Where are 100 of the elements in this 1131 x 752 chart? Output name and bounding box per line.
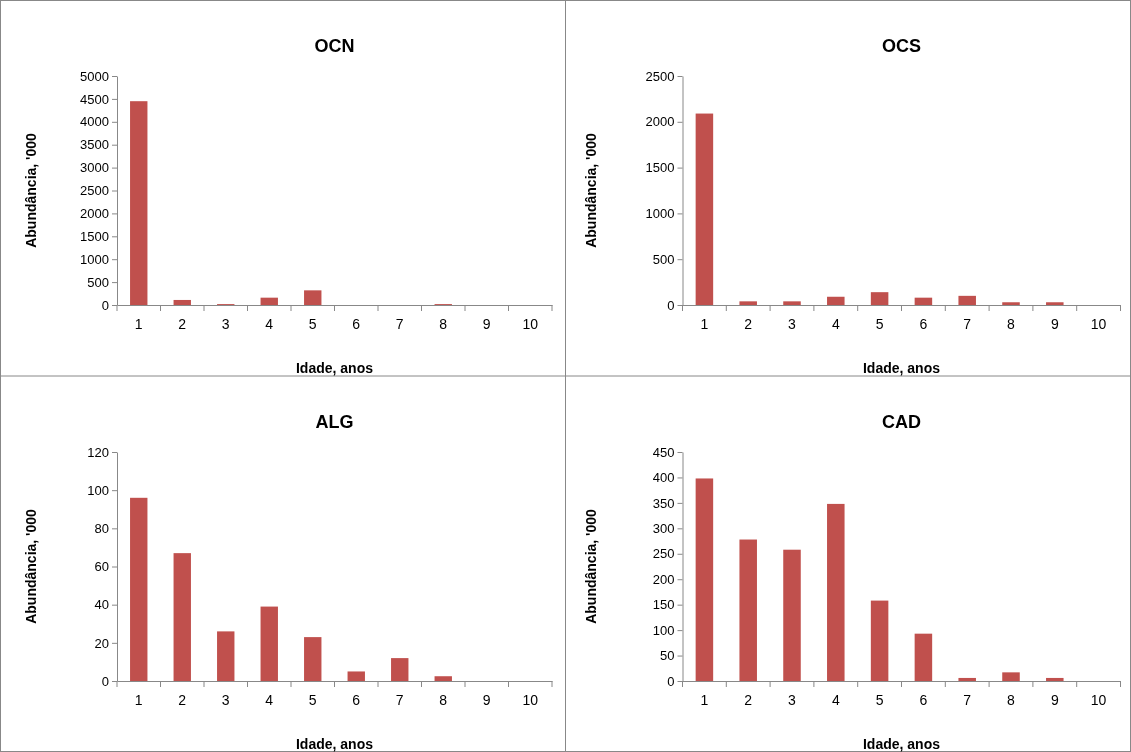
x-tick-label: 4 xyxy=(831,692,840,708)
y-tick-label: 0 xyxy=(101,297,109,313)
x-tick-label: 4 xyxy=(265,316,274,332)
bar xyxy=(914,633,933,681)
chart-title: ALG xyxy=(315,412,354,432)
x-tick-label: 9 xyxy=(482,692,491,708)
y-tick-label: 1000 xyxy=(80,251,109,267)
x-tick-label: 8 xyxy=(439,692,448,708)
chart-title: OCS xyxy=(881,36,922,56)
bar xyxy=(1046,677,1064,681)
x-tick-label: 8 xyxy=(1007,316,1016,332)
x-tick-label: 2 xyxy=(178,316,187,332)
x-tick-label: 1 xyxy=(134,316,143,332)
x-tick-label: 8 xyxy=(1007,692,1016,708)
x-tick-label: 4 xyxy=(831,316,840,332)
y-tick-label: 120 xyxy=(87,444,109,460)
bar xyxy=(1046,302,1064,305)
x-tick-label: 1 xyxy=(700,316,709,332)
y-tick-label: 200 xyxy=(652,571,675,587)
x-tick-label: 6 xyxy=(352,316,361,332)
y-tick-label: 1000 xyxy=(645,206,675,222)
bar xyxy=(173,553,191,681)
bar xyxy=(783,301,801,305)
y-tick-label: 5000 xyxy=(80,68,109,84)
y-tick-label: 2000 xyxy=(645,114,675,130)
bar xyxy=(958,677,976,681)
x-tick-label: 2 xyxy=(744,692,753,708)
x-tick-label: 5 xyxy=(308,316,317,332)
y-tick-label: 2500 xyxy=(80,183,109,199)
y-tick-label: 450 xyxy=(652,444,675,460)
y-axis-title: Abundância, '000 xyxy=(582,509,599,624)
y-tick-label: 500 xyxy=(652,251,675,267)
x-tick-label: 10 xyxy=(522,692,539,708)
x-axis-title: Idade, anos xyxy=(862,360,941,376)
y-tick-label: 0 xyxy=(667,673,675,689)
y-tick-label: 350 xyxy=(652,495,675,511)
x-tick-label: 3 xyxy=(788,692,797,708)
y-tick-label: 20 xyxy=(94,635,109,651)
y-tick-label: 4000 xyxy=(80,114,109,130)
y-tick-label: 100 xyxy=(652,622,675,638)
x-tick-label: 5 xyxy=(308,692,317,708)
bar xyxy=(391,658,409,681)
y-tick-label: 250 xyxy=(652,546,675,562)
x-tick-label: 10 xyxy=(1090,692,1107,708)
x-tick-label: 2 xyxy=(178,692,187,708)
x-tick-label: 3 xyxy=(221,692,230,708)
y-tick-label: 0 xyxy=(101,673,109,689)
bar xyxy=(1002,672,1020,681)
x-axis-title: Idade, anos xyxy=(295,360,374,376)
x-tick-label: 4 xyxy=(265,692,274,708)
bar xyxy=(1002,302,1020,305)
x-tick-label: 9 xyxy=(1050,316,1059,332)
x-tick-label: 7 xyxy=(963,692,972,708)
y-tick-label: 40 xyxy=(94,597,109,613)
x-tick-label: 9 xyxy=(482,316,491,332)
bar xyxy=(870,292,889,305)
bar xyxy=(173,299,191,305)
y-tick-label: 80 xyxy=(94,520,109,536)
y-tick-label: 1500 xyxy=(645,160,675,176)
chart-title: OCN xyxy=(314,36,355,56)
y-axis-title: Abundância, '000 xyxy=(23,509,39,624)
y-tick-label: 3500 xyxy=(80,137,109,153)
bar xyxy=(695,113,714,305)
x-tick-label: 8 xyxy=(439,316,448,332)
y-tick-label: 4500 xyxy=(80,91,109,107)
x-tick-label: 3 xyxy=(788,316,797,332)
y-axis-title: Abundância, '000 xyxy=(582,133,599,248)
x-tick-label: 7 xyxy=(963,316,972,332)
y-tick-label: 0 xyxy=(667,297,675,313)
y-tick-label: 100 xyxy=(87,482,109,498)
bar xyxy=(739,301,757,305)
y-tick-label: 3000 xyxy=(80,160,109,176)
x-tick-label: 6 xyxy=(919,692,928,708)
bar xyxy=(304,637,322,681)
bar xyxy=(130,497,148,681)
x-tick-label: 7 xyxy=(395,316,404,332)
x-tick-label: 2 xyxy=(744,316,753,332)
y-tick-label: 2500 xyxy=(645,68,675,84)
bar xyxy=(304,290,322,305)
x-axis-title: Idade, anos xyxy=(295,736,374,752)
y-tick-label: 300 xyxy=(652,520,675,536)
x-tick-label: 10 xyxy=(1090,316,1107,332)
bar xyxy=(217,631,235,681)
y-tick-label: 500 xyxy=(87,274,109,290)
bar xyxy=(695,478,714,681)
bar xyxy=(347,671,365,681)
bar xyxy=(260,297,278,305)
y-tick-label: 50 xyxy=(660,648,675,664)
bar xyxy=(870,600,889,681)
bar xyxy=(827,296,845,305)
chart-title: CAD xyxy=(882,412,921,432)
x-tick-label: 1 xyxy=(134,692,143,708)
bar xyxy=(914,297,933,305)
x-tick-label: 5 xyxy=(875,692,884,708)
bar xyxy=(260,606,278,681)
y-tick-label: 400 xyxy=(652,470,675,486)
x-tick-label: 3 xyxy=(221,316,230,332)
x-tick-label: 6 xyxy=(352,692,361,708)
bar xyxy=(958,295,976,305)
x-tick-label: 10 xyxy=(522,316,539,332)
